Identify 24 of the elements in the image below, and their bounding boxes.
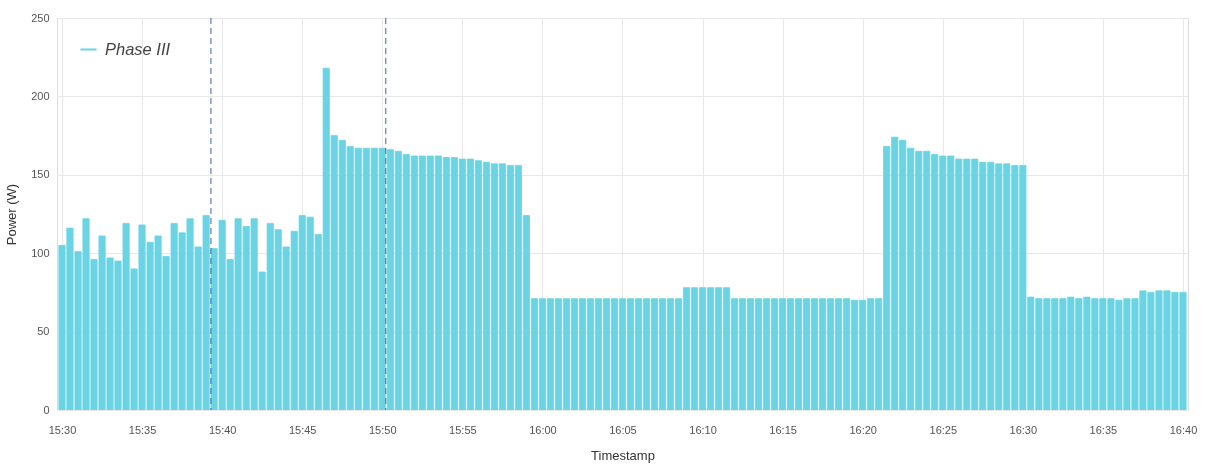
y-tick-label: 50 (37, 325, 50, 338)
x-axis-title: Timestamp (591, 447, 655, 463)
x-tick-label: 16:35 (1089, 423, 1118, 436)
x-tick-label: 16:25 (929, 423, 958, 436)
x-tick-label: 16:15 (769, 423, 797, 436)
x-tick-label: 15:40 (208, 423, 237, 436)
y-tick-label: 250 (31, 11, 50, 24)
x-tick-label: 15:30 (48, 423, 77, 436)
y-tick-label: 200 (31, 89, 50, 102)
x-tick-label: 16:30 (1009, 423, 1038, 436)
y-tick-label: 150 (31, 168, 50, 181)
x-tick-label: 16:10 (689, 423, 717, 436)
x-tick-label: 15:55 (449, 423, 477, 436)
x-tick-label: 16:20 (849, 423, 877, 436)
x-tick-label: 15:45 (288, 423, 317, 436)
y-axis-title: Power (W) (4, 183, 20, 246)
x-tick-label: 16:00 (529, 423, 557, 436)
x-tick-label: 15:50 (368, 423, 397, 436)
x-tick-label: 16:40 (1169, 423, 1198, 436)
x-tick-label: 16:05 (609, 423, 637, 436)
x-tick-label: 15:35 (128, 423, 157, 436)
y-tick-label: 0 (43, 403, 50, 416)
y-tick-label: 100 (31, 246, 50, 259)
legend-label: Phase III (105, 39, 171, 58)
